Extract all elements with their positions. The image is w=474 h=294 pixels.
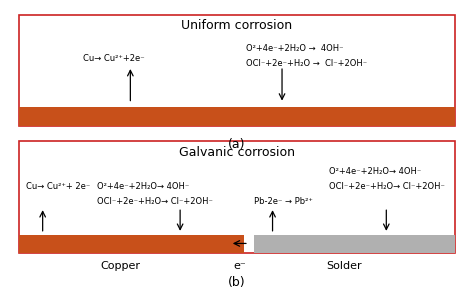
Text: O²+4e⁻+2H₂O→ 4OH⁻: O²+4e⁻+2H₂O→ 4OH⁻ — [329, 168, 422, 176]
Text: O²+4e⁻+2H₂O →  4OH⁻: O²+4e⁻+2H₂O → 4OH⁻ — [246, 44, 344, 53]
Text: Galvanic corrosion: Galvanic corrosion — [179, 146, 295, 158]
Bar — [19, 235, 244, 253]
Bar — [19, 107, 455, 126]
Text: OCl⁻+2e⁻+H₂O→ Cl⁻+2OH⁻: OCl⁻+2e⁻+H₂O→ Cl⁻+2OH⁻ — [329, 182, 445, 191]
Bar — [254, 235, 455, 253]
Text: Cu→ Cu²⁺+ 2e⁻: Cu→ Cu²⁺+ 2e⁻ — [26, 182, 91, 191]
Text: Cu→ Cu²⁺+2e⁻: Cu→ Cu²⁺+2e⁻ — [83, 54, 145, 63]
Text: (a): (a) — [228, 138, 246, 151]
Text: OCl⁻+2e⁻+H₂O→ Cl⁻+2OH⁻: OCl⁻+2e⁻+H₂O→ Cl⁻+2OH⁻ — [97, 197, 213, 206]
Text: (b): (b) — [228, 276, 246, 289]
Text: O²+4e⁻+2H₂O→ 4OH⁻: O²+4e⁻+2H₂O→ 4OH⁻ — [97, 182, 190, 191]
Text: Uniform corrosion: Uniform corrosion — [182, 19, 292, 32]
Text: e⁻: e⁻ — [233, 261, 246, 271]
Text: Pb-2e⁻ → Pb²⁺: Pb-2e⁻ → Pb²⁺ — [254, 197, 312, 206]
Text: OCl⁻+2e⁻+H₂O →  Cl⁻+2OH⁻: OCl⁻+2e⁻+H₂O → Cl⁻+2OH⁻ — [246, 59, 368, 68]
Bar — [19, 15, 455, 126]
Bar — [19, 141, 455, 253]
Text: Solder: Solder — [326, 261, 362, 271]
Text: Copper: Copper — [101, 261, 141, 271]
